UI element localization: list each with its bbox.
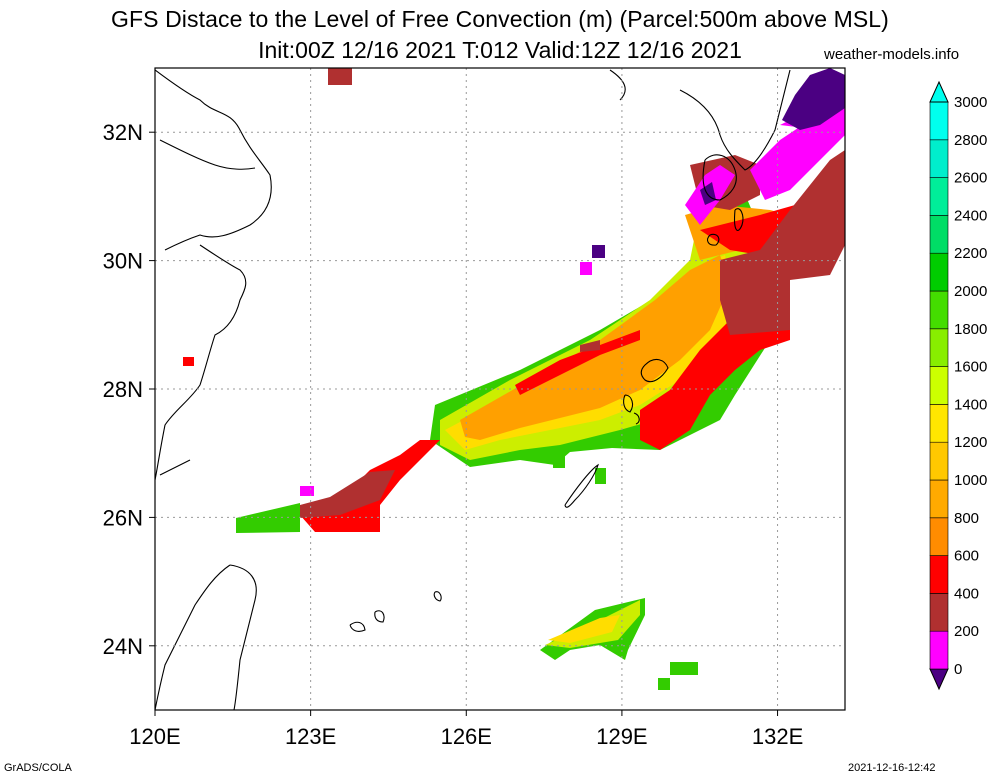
lat-tick-label: 26N [103, 505, 143, 530]
lfc-shading [183, 68, 845, 690]
colorbar-max-arrow [929, 80, 949, 103]
colorbar-swatch [929, 177, 949, 216]
colorbar-label: 2200 [954, 245, 987, 262]
lat-tick-label: 28N [103, 377, 143, 402]
colorbar-label: 1200 [954, 434, 987, 451]
colorbar-label: 600 [954, 548, 979, 565]
longitude-axis: 120E 123E 126E 129E 132E [129, 710, 803, 749]
colorbar-label: 2600 [954, 170, 987, 187]
map-subtitle: Init:00Z 12/16 2021 T:012 Valid:12Z 12/1… [258, 37, 742, 63]
colorbar-swatch [929, 555, 949, 594]
colorbar-label: 0 [954, 661, 962, 678]
colorbar-label: 2000 [954, 283, 987, 300]
lat-tick-label: 24N [103, 634, 143, 659]
colorbar-swatch [929, 328, 949, 367]
colorbar-swatch [929, 479, 949, 519]
site-credit: weather-models.info [824, 46, 960, 63]
lon-tick-label: 132E [752, 724, 803, 749]
colorbar-label: 2800 [954, 132, 987, 149]
colorbar-label: 2400 [954, 207, 987, 224]
colorbar: 0 200 400 600 800 1000 1200 1400 1600 1800 2000 220… [929, 80, 987, 691]
colorbar-label: 400 [954, 585, 979, 602]
colorbar-swatch [929, 404, 949, 443]
lon-tick-label: 123E [285, 724, 336, 749]
colorbar-swatch [929, 101, 949, 141]
colorbar-label: 3000 [954, 94, 987, 111]
lon-tick-label: 120E [129, 724, 180, 749]
colorbar-label: 1400 [954, 396, 987, 413]
software-credit: GrADS/COLA [4, 762, 72, 774]
colorbar-swatch [929, 290, 949, 330]
colorbar-swatch [929, 517, 949, 556]
render-timestamp: 2021-12-16-12:42 [848, 762, 936, 774]
colorbar-label: 200 [954, 623, 979, 640]
coastlines [155, 69, 791, 710]
colorbar-swatch [929, 630, 949, 670]
colorbar-swatch [929, 215, 949, 254]
lat-lon-grid [155, 68, 845, 710]
lat-tick-label: 30N [103, 249, 143, 274]
lon-tick-label: 126E [441, 724, 492, 749]
lat-tick-label: 32N [103, 120, 143, 145]
lon-tick-label: 129E [596, 724, 647, 749]
colorbar-swatch [929, 366, 949, 405]
latitude-axis: 24N 26N 28N 30N 32N [103, 120, 155, 659]
colorbar-swatch [929, 441, 949, 481]
colorbar-label: 1800 [954, 321, 987, 338]
map-title: GFS Distace to the Level of Free Convect… [111, 6, 889, 32]
colorbar-label: 1000 [954, 472, 987, 489]
colorbar-label: 1600 [954, 359, 987, 376]
colorbar-swatch [929, 139, 949, 178]
colorbar-swatch [929, 593, 949, 632]
colorbar-min-arrow [929, 668, 949, 691]
colorbar-swatch [929, 252, 949, 292]
colorbar-label: 800 [954, 510, 979, 527]
